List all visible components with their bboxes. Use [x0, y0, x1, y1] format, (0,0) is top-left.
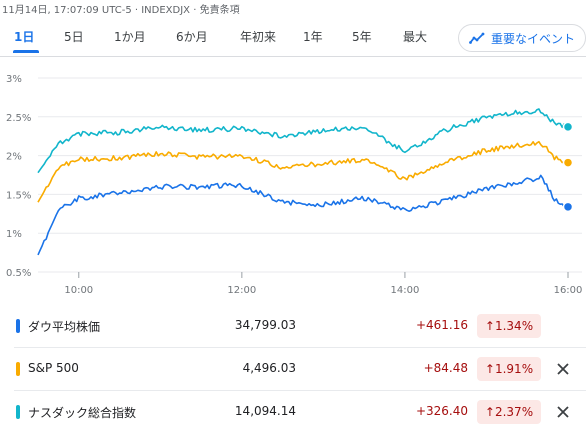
key-events-label: 重要なイベント: [491, 31, 576, 46]
series-color-bar: [16, 362, 20, 376]
index-change-percent: ↑ 1.34%: [477, 314, 541, 338]
series-line: [37, 174, 569, 256]
tab-1d[interactable]: 1日: [14, 30, 35, 44]
range-tabs: 1日 5日 1か月 6か月 年初来 1年 5年 最大: [0, 28, 586, 54]
tab-5y[interactable]: 5年: [352, 30, 372, 44]
index-change: +461.16: [415, 318, 468, 332]
index-price: 34,799.03: [234, 318, 296, 332]
trend-icon: [469, 32, 485, 44]
tab-1y[interactable]: 1年: [303, 30, 323, 44]
tab-6m[interactable]: 6か月: [176, 30, 208, 44]
index-name: ダウ平均株価: [28, 320, 101, 334]
y-tick-label: 2.5%: [6, 113, 31, 124]
tab-max[interactable]: 最大: [403, 30, 428, 44]
tab-5d[interactable]: 5日: [64, 30, 84, 44]
x-tick-label: 12:00: [227, 285, 256, 296]
y-tick-label: 1%: [6, 229, 22, 240]
row-divider: [14, 347, 586, 348]
index-price: 4,496.03: [242, 361, 296, 375]
series-end-point: [562, 157, 574, 168]
row-divider: [14, 390, 586, 391]
index-price: 14,094.14: [234, 404, 296, 418]
series-end-point: [562, 201, 574, 213]
index-name: S&P 500: [28, 361, 79, 375]
y-tick-label: 1.5%: [6, 190, 31, 201]
close-icon[interactable]: [553, 359, 573, 379]
index-chart: 3% 2.5% 2% 1.5% 1% 0.5% 10:00 12:00 14:00 16:00: [6, 74, 583, 296]
percent-value: 1.91%: [494, 362, 534, 376]
arrow-up-icon: ↑: [484, 319, 495, 333]
index-name: ナスダック総合指数: [28, 406, 137, 420]
header-info: 11月14日, 17:07:09 UTC-5 · INDEXDJX · 免責条項: [2, 5, 240, 16]
y-tick-label: 0.5%: [6, 268, 31, 279]
x-tick-label: 14:00: [391, 285, 420, 296]
series-line: [37, 108, 569, 174]
series-line: [37, 140, 569, 203]
tab-1m[interactable]: 1か月: [114, 30, 146, 44]
percent-value: 2.37%: [494, 405, 534, 419]
y-tick-label: 2%: [6, 152, 22, 163]
series-color-bar: [16, 405, 20, 419]
x-tick-label: 16:00: [554, 285, 583, 296]
index-change: +326.40: [415, 404, 468, 418]
y-tick-label: 3%: [6, 74, 22, 85]
index-change-percent: ↑ 1.91%: [477, 357, 541, 381]
series-color-bar: [16, 319, 20, 333]
x-tick-label: 10:00: [64, 285, 93, 296]
index-change: +84.48: [423, 361, 468, 375]
index-row-sp500[interactable]: S&P 500 4,496.03 +84.48 ↑ 1.91%: [0, 349, 586, 389]
close-icon[interactable]: [553, 402, 573, 422]
tabs-divider: [0, 56, 586, 57]
index-row-dow[interactable]: ダウ平均株価 34,799.03 +461.16 ↑ 1.34%: [0, 306, 586, 346]
series-end-point: [562, 121, 574, 133]
index-row-nasdaq[interactable]: ナスダック総合指数 14,094.14 +326.40 ↑ 2.37%: [0, 392, 586, 432]
percent-value: 1.34%: [494, 319, 534, 333]
arrow-up-icon: ↑: [484, 405, 495, 419]
tab-ytd[interactable]: 年初来: [240, 30, 277, 44]
active-tab-indicator: [13, 50, 39, 53]
key-events-button[interactable]: 重要なイベント: [458, 24, 586, 52]
index-change-percent: ↑ 2.37%: [477, 400, 541, 424]
arrow-up-icon: ↑: [484, 362, 495, 376]
